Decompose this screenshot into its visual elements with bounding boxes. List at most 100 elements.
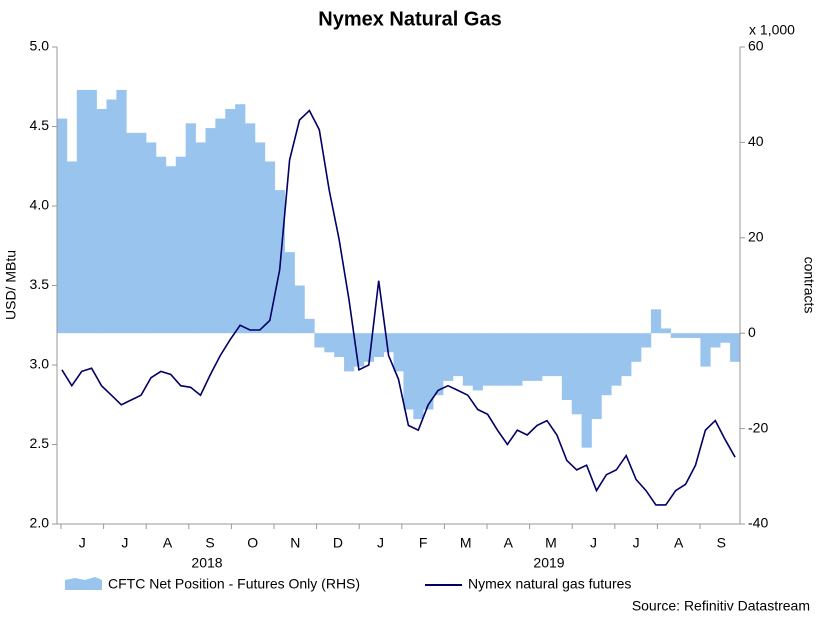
bar [96, 109, 107, 334]
y2-tick-label: 20 [748, 229, 764, 245]
bar [650, 309, 662, 334]
bar [344, 333, 355, 372]
bar [155, 156, 167, 334]
bar [136, 132, 147, 334]
y-tick-label: 2.0 [30, 515, 50, 531]
bar [611, 333, 622, 386]
x-tick-label: J [377, 535, 384, 551]
bar [116, 89, 127, 334]
bar [334, 333, 345, 358]
bar [185, 123, 196, 334]
y-tick-label: 3.5 [30, 276, 50, 292]
x-tick-label: F [419, 535, 428, 551]
y-tick-label: 4.0 [30, 197, 50, 213]
source: Source: Refinitiv Datastream [632, 598, 810, 614]
bar [591, 333, 602, 420]
bar [264, 161, 276, 334]
y2-axis-label: contracts [801, 257, 817, 314]
y-tick-label: 3.0 [30, 356, 50, 372]
x-tick-label: S [205, 535, 214, 551]
x-tick-label: J [79, 535, 86, 551]
bar [324, 333, 335, 353]
x-tick-label: A [674, 535, 684, 551]
bar [284, 252, 295, 334]
y-tick-label: 5.0 [30, 38, 50, 54]
bar [482, 333, 493, 386]
bar [492, 333, 503, 386]
bar [126, 132, 137, 334]
bar [403, 333, 414, 410]
year-label: 2019 [533, 555, 564, 571]
bar [730, 333, 741, 362]
bar [205, 128, 216, 334]
x-tick-label: M [545, 535, 557, 551]
bar [443, 333, 454, 381]
y2-tick-label: -40 [748, 515, 768, 531]
legend-swatch-bars [65, 577, 102, 590]
legend-label: CFTC Net Position - Futures Only (RHS) [108, 576, 360, 592]
bar [423, 333, 434, 410]
bar [165, 166, 177, 334]
bar [720, 333, 731, 343]
bar [532, 333, 543, 381]
bar [304, 318, 315, 334]
bar [522, 333, 533, 381]
bar [452, 333, 464, 377]
bar [601, 333, 612, 396]
bar [631, 333, 642, 362]
x-tick-label: A [163, 535, 173, 551]
bar [641, 333, 652, 348]
bar [393, 333, 404, 372]
bar [215, 118, 226, 334]
bar [66, 161, 78, 334]
bar [660, 328, 672, 334]
bar [433, 333, 444, 396]
bar [146, 142, 157, 334]
bar [314, 333, 325, 348]
x-tick-label: J [633, 535, 640, 551]
bar [710, 333, 721, 348]
bar [581, 333, 592, 448]
y-tick-label: 4.5 [30, 117, 50, 133]
bar [195, 142, 206, 334]
bar [86, 89, 97, 334]
bar [561, 333, 573, 400]
x-tick-label: J [590, 535, 597, 551]
x-tick-label: N [290, 535, 300, 551]
x-tick-label: A [504, 535, 514, 551]
bar [621, 333, 632, 377]
y2-unit: x 1,000 [749, 22, 795, 38]
bar [76, 89, 87, 334]
x-tick-label: D [333, 535, 343, 551]
bar [680, 333, 691, 338]
bar [225, 109, 236, 334]
bar [383, 333, 394, 353]
y-axis-label: USD/ MBtu [3, 250, 19, 320]
bar [700, 333, 711, 367]
bar [353, 333, 365, 367]
bar [106, 99, 117, 334]
chart-title: Nymex Natural Gas [318, 8, 501, 30]
y2-tick-label: -20 [748, 419, 768, 435]
bar [294, 285, 305, 334]
bar [571, 333, 582, 415]
bar [670, 333, 681, 338]
legend-label: Nymex natural gas futures [468, 576, 631, 592]
bar [175, 156, 186, 334]
price-line [61, 109, 736, 506]
bar [542, 333, 553, 377]
bar [502, 333, 513, 386]
bar [413, 333, 424, 420]
x-tick-label: S [717, 535, 726, 551]
x-tick-label: O [247, 535, 258, 551]
bar [57, 118, 68, 334]
y2-tick-label: 40 [748, 133, 764, 149]
bar [363, 333, 375, 362]
bar [254, 142, 266, 334]
bar [551, 333, 563, 377]
y2-tick-label: 60 [748, 38, 764, 54]
bar [373, 333, 384, 358]
y2-tick-label: 0 [748, 324, 756, 340]
x-tick-label: M [460, 535, 472, 551]
